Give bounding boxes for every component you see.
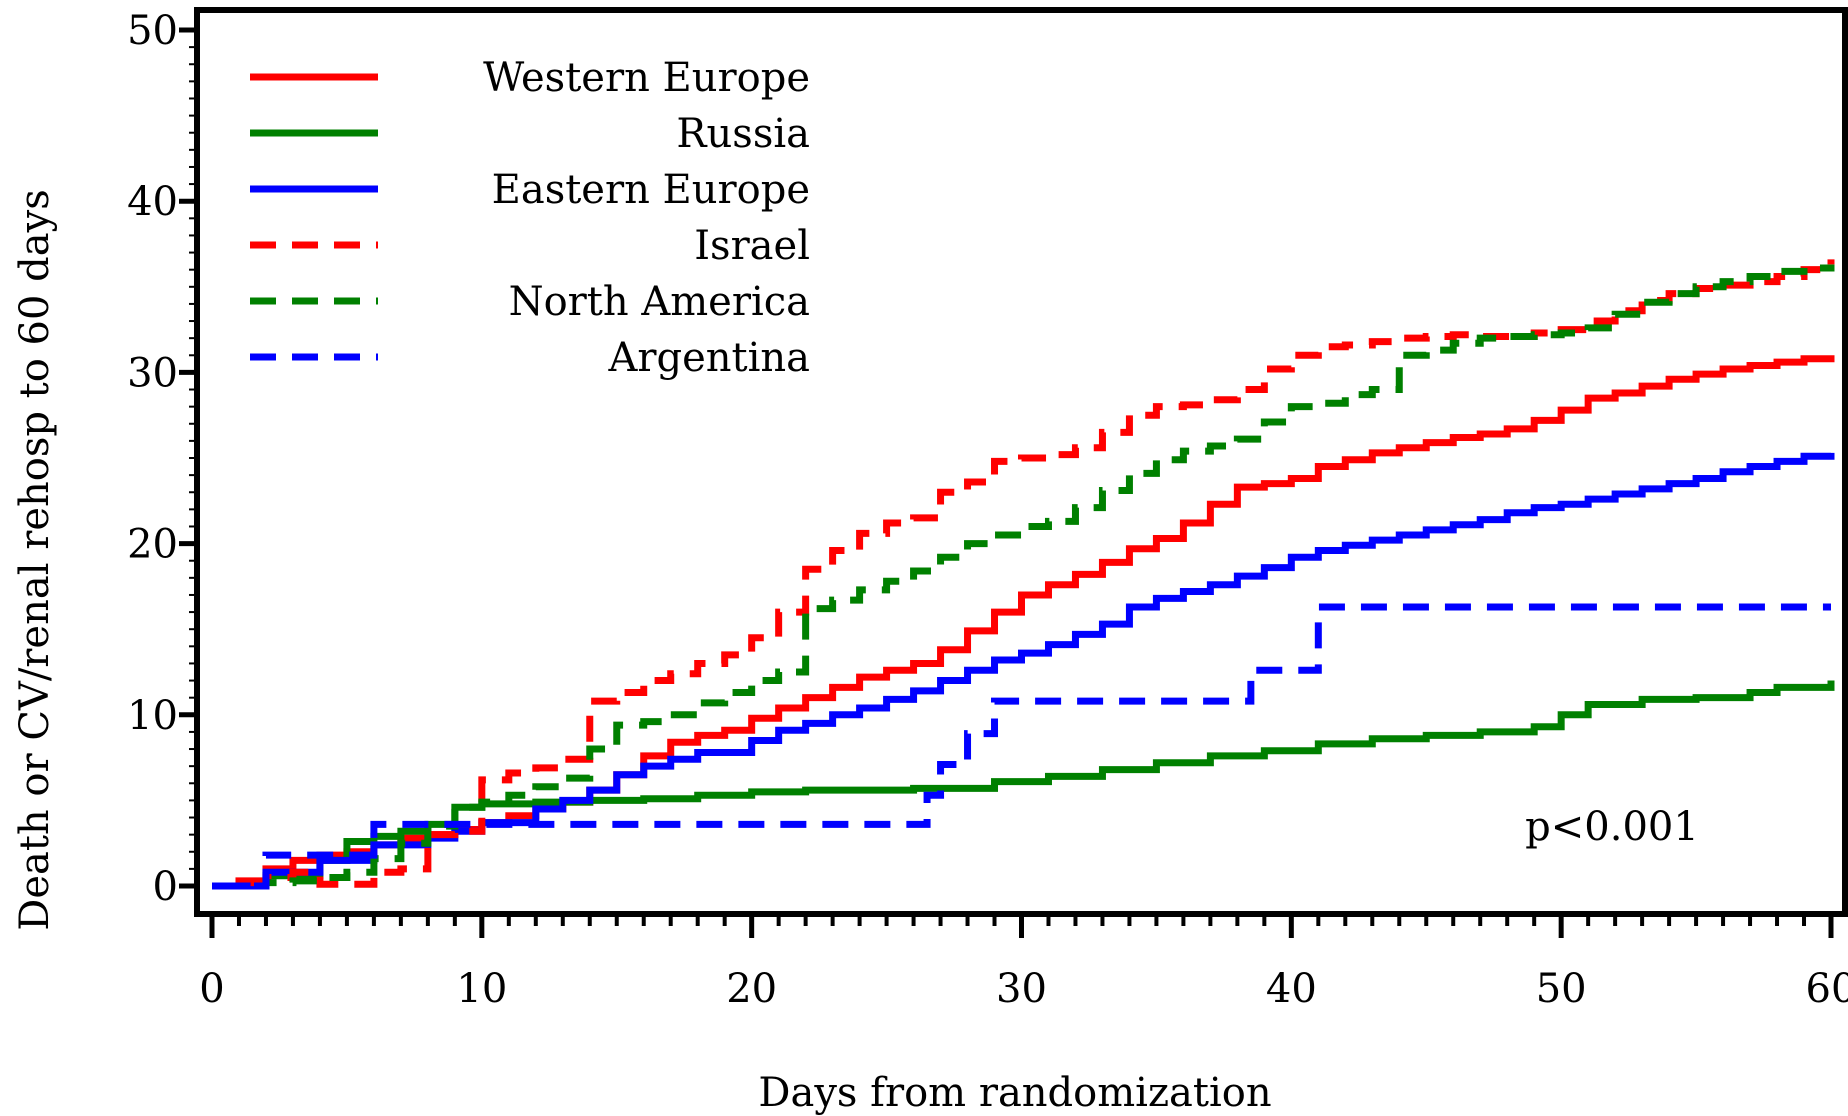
legend-label: Western Europe (483, 55, 810, 101)
series-line-argentina (212, 603, 1831, 890)
axes: 0 10 20 30 40 50 60 0 10 20 30 40 50 (127, 7, 1848, 1012)
y-tick-label: 0 (153, 864, 178, 910)
x-axis-title: Days from randomization (758, 1070, 1271, 1116)
legend-label: Argentina (607, 335, 810, 381)
x-tick-label: 20 (726, 966, 777, 1012)
legend-label: Israel (694, 223, 810, 269)
y-tick-label: 40 (127, 179, 178, 225)
series-line-russia (212, 680, 1835, 890)
p-value-annotation: p<0.001 (1525, 804, 1699, 850)
y-tick-label: 50 (127, 8, 178, 54)
series-line-eastern-europe (212, 452, 1835, 890)
series-line-north-america (212, 264, 1835, 890)
legend-label: Russia (676, 111, 810, 157)
legend-label: North America (509, 279, 810, 325)
y-tick-label: 20 (127, 522, 178, 568)
legend-label: Eastern Europe (492, 167, 810, 213)
y-axis-title: Death or CV/renal rehosp to 60 days (12, 189, 58, 930)
x-tick-label: 10 (456, 966, 507, 1012)
x-tick-label: 30 (996, 966, 1047, 1012)
x-tick-label: 0 (199, 966, 224, 1012)
legend: Western Europe Russia Eastern Europe Israel… (250, 55, 810, 381)
y-tick-label: 10 (127, 693, 178, 739)
series-layer (212, 259, 1835, 890)
x-tick-label: 40 (1266, 966, 1317, 1012)
x-tick-label: 50 (1536, 966, 1587, 1012)
series-line-israel (212, 259, 1835, 890)
y-tick-label: 30 (127, 350, 178, 396)
x-tick-label: 60 (1806, 966, 1848, 1012)
